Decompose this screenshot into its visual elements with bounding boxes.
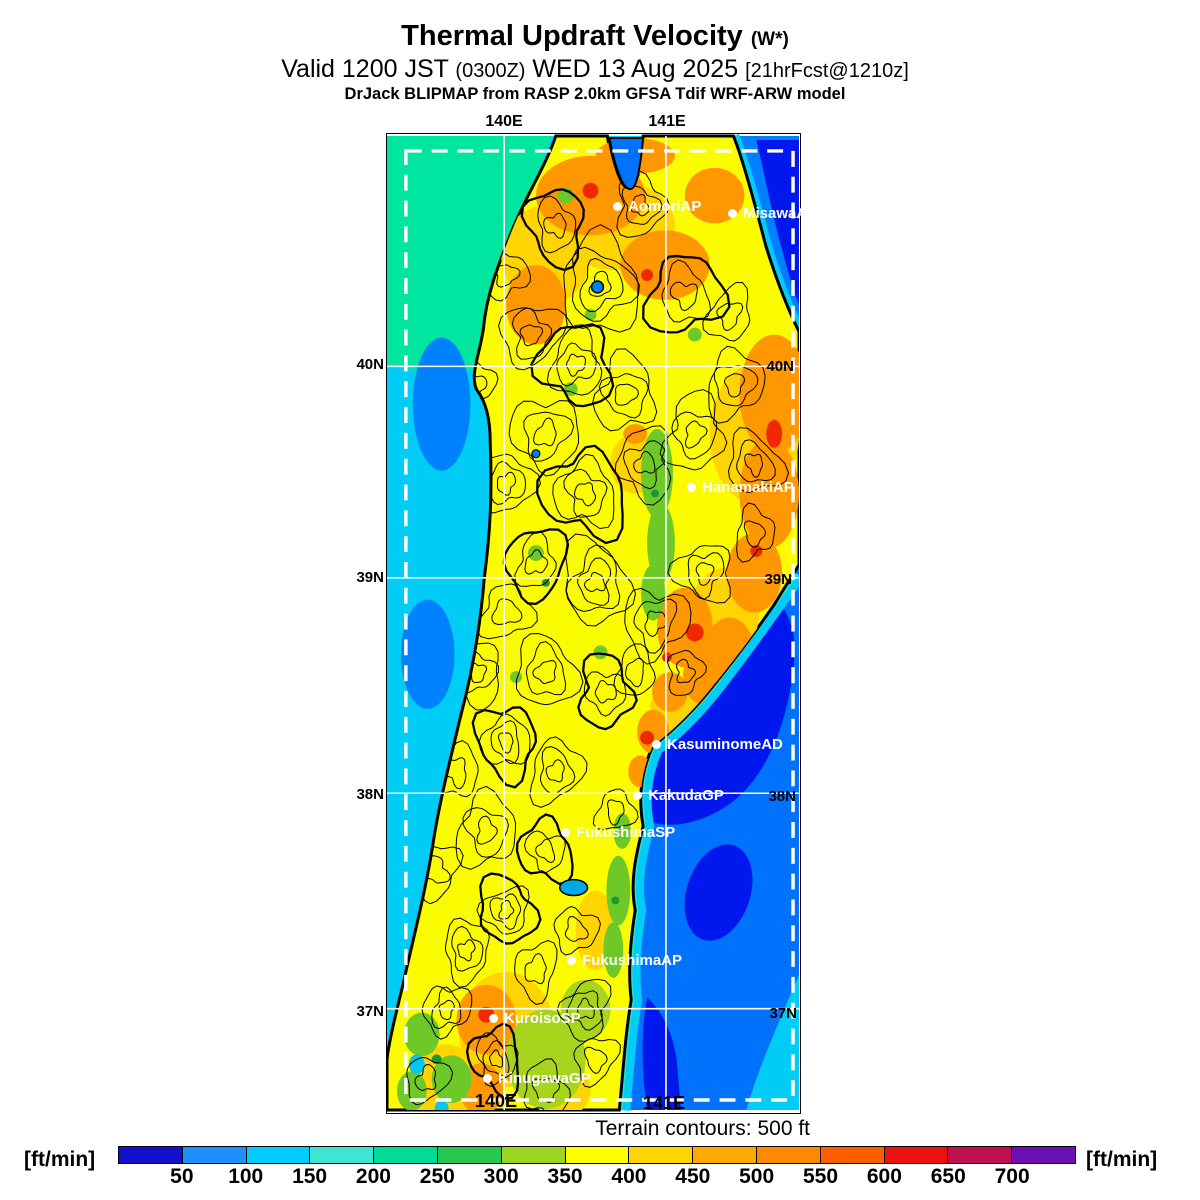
colorbar-tick-label: 250 [419, 1165, 455, 1188]
site-dot [489, 1014, 498, 1023]
colorbar-tick-label: 300 [483, 1165, 519, 1188]
site-marker: HanamakiAP [687, 479, 794, 496]
sea-blue-blob-2 [400, 599, 455, 709]
valid-time-line: Valid 1200 JST (0300Z) WED 13 Aug 2025 [… [0, 55, 1190, 84]
site-marker: FukushimaAP [567, 952, 682, 969]
lat-tick-left-38n: 38N [356, 786, 384, 803]
colorbar-tick-label: 500 [739, 1165, 775, 1188]
colorbar-segment [564, 1147, 629, 1163]
page-title: Thermal Updraft Velocity (W*) [0, 20, 1190, 53]
colorbar-tick-label: 550 [803, 1165, 839, 1188]
site-dot [613, 202, 622, 211]
graticule [387, 136, 799, 1110]
colorbar-segment [883, 1147, 948, 1163]
colorbar-segment [309, 1147, 374, 1163]
colorbar-segment [500, 1147, 565, 1163]
lat-tick-left-39n: 39N [356, 569, 384, 586]
lake-tazawa [531, 449, 541, 459]
map-graphic [387, 134, 799, 1112]
colorbar-tick-label: 450 [675, 1165, 711, 1188]
site-label: KinugawaGP [498, 1070, 591, 1087]
colorbar-segment [1011, 1147, 1075, 1163]
site-dot [687, 483, 696, 492]
colorbar-segment [181, 1147, 246, 1163]
model-domain-dashed-border [404, 149, 795, 1102]
sea-blue-blob-1 [412, 337, 471, 471]
valid-fcst: [21hrFcst@1210z] [745, 60, 909, 82]
valid-date: WED 13 Aug 2025 [532, 55, 739, 83]
site-label: KasuminomeAD [667, 736, 783, 753]
terrain-contour-note: Terrain contours: 500 ft [595, 1117, 810, 1140]
colorbar-tick-label: 700 [994, 1165, 1030, 1188]
lon-tick-top-141e: 141E [648, 113, 686, 130]
sea-teal-patch [387, 136, 551, 374]
colorbar-segment [628, 1147, 693, 1163]
colorbar-segment [819, 1147, 884, 1163]
lat-tick-right-39n: 39N [764, 571, 792, 588]
colorbar-tick-label: 100 [228, 1165, 264, 1188]
lat-tick-right-40n: 40N [766, 358, 794, 375]
sea-dark-band-bottom [642, 997, 681, 1110]
site-marker: FukushimaSP [561, 824, 675, 841]
colorbar-segment [947, 1147, 1012, 1163]
site-label: FukushimaAP [582, 952, 683, 969]
colorbar-ticks: 50 100 150 200 250 300 350 400 450 500 550 600 650 70… [118, 1165, 1076, 1189]
lat-tick-left-40n: 40N [356, 356, 384, 373]
model-line: DrJack BLIPMAP from RASP 2.0km GFSA Tdif… [344, 85, 846, 103]
lat-tick-right-37n: 37N [769, 1005, 797, 1022]
lon-tick-top-140e: 140E [485, 113, 523, 130]
site-dot [728, 209, 737, 218]
colorbar-unit-left: [ft/min] [24, 1148, 96, 1171]
lat-tick-right-38n: 38N [768, 788, 796, 805]
lat-tick-left-37n: 37N [356, 1003, 384, 1020]
site-dot [483, 1074, 492, 1083]
colorbar-tick-label: 600 [866, 1165, 902, 1188]
lon-tick-bottom-141e: 141E [643, 1093, 686, 1113]
title-unit: (W*) [750, 29, 789, 50]
site-dot [633, 791, 642, 800]
colorbar-tick-label: 50 [170, 1165, 194, 1188]
sea-sendai-bay-dark [644, 602, 795, 825]
site-label: FukushimaSP [576, 824, 676, 841]
landmass [387, 134, 799, 1112]
site-marker: KakudaGP [633, 787, 724, 804]
colorbar-segment [436, 1147, 501, 1163]
colorbar-tick-label: 200 [355, 1165, 391, 1188]
colorbar-segment [755, 1147, 820, 1163]
colorbar-tick-label: 650 [930, 1165, 966, 1188]
site-marker: KuroisoSP [489, 1010, 581, 1027]
lon-tick-bottom-140e: 140E [475, 1091, 518, 1111]
colorbar-segment [245, 1147, 310, 1163]
valid-prefix: Valid 1200 JST [281, 55, 449, 83]
valid-zulu: (0300Z) [455, 60, 526, 82]
colorbar-segment [373, 1147, 437, 1163]
site-dot [567, 956, 576, 965]
sea-pacific-north-dark [756, 140, 799, 305]
lake-inawashiro [558, 878, 589, 897]
site-label: KuroisoSP [504, 1010, 581, 1027]
colorbar-unit-right: [ft/min] [1086, 1148, 1158, 1171]
title-text: Thermal Updraft Velocity [401, 20, 743, 52]
colorbar-segment [119, 1147, 182, 1163]
site-label: AomoriAP [628, 198, 702, 215]
site-dot [561, 828, 570, 837]
site-dot [652, 740, 661, 749]
site-marker: AomoriAP [613, 198, 701, 215]
site-marker: MisawaAD [728, 205, 818, 222]
colorbar-tick-label: 400 [611, 1165, 647, 1188]
site-label: MisawaAD [743, 205, 819, 222]
lake-towada [590, 280, 605, 294]
site-label: HanamakiAP [702, 479, 794, 496]
sea-dark-blob [684, 844, 753, 941]
site-marker: KinugawaGP [483, 1070, 591, 1087]
colorbar-tick-label: 150 [292, 1165, 328, 1188]
colorbar-segment [692, 1147, 756, 1163]
site-marker: KasuminomeAD [652, 736, 783, 753]
colorbar-tick-label: 350 [547, 1165, 583, 1188]
site-label: KakudaGP [648, 787, 724, 804]
colorbar [118, 1146, 1076, 1164]
forecast-map: AomoriAP MisawaAD HanamakiAP KasuminomeA… [386, 133, 818, 1114]
